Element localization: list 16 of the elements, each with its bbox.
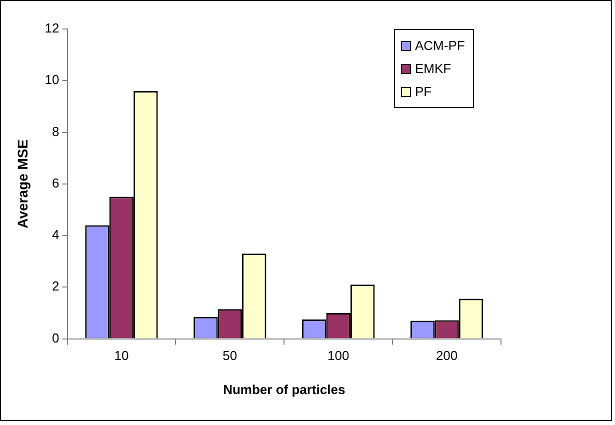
legend-label: PF xyxy=(415,84,432,99)
legend-label: ACM-PF xyxy=(415,38,465,53)
legend-label: EMKF xyxy=(415,61,452,76)
y-tick-label: 0 xyxy=(52,330,60,346)
y-tick-label: 10 xyxy=(44,72,60,88)
x-axis-title: Number of particles xyxy=(223,382,346,397)
y-axis-title: Average MSE xyxy=(14,139,30,228)
x-tick-label: 100 xyxy=(327,348,350,364)
y-tick-label: 4 xyxy=(52,227,60,242)
y-tick-label: 12 xyxy=(44,20,60,36)
x-tick-label: 200 xyxy=(436,348,458,364)
x-tick-label: 10 xyxy=(114,348,129,364)
x-tick-label: 50 xyxy=(222,348,238,364)
y-tick-label: 2 xyxy=(52,278,60,294)
y-tick-label: 8 xyxy=(52,124,60,139)
y-tick-label: 6 xyxy=(52,175,60,190)
